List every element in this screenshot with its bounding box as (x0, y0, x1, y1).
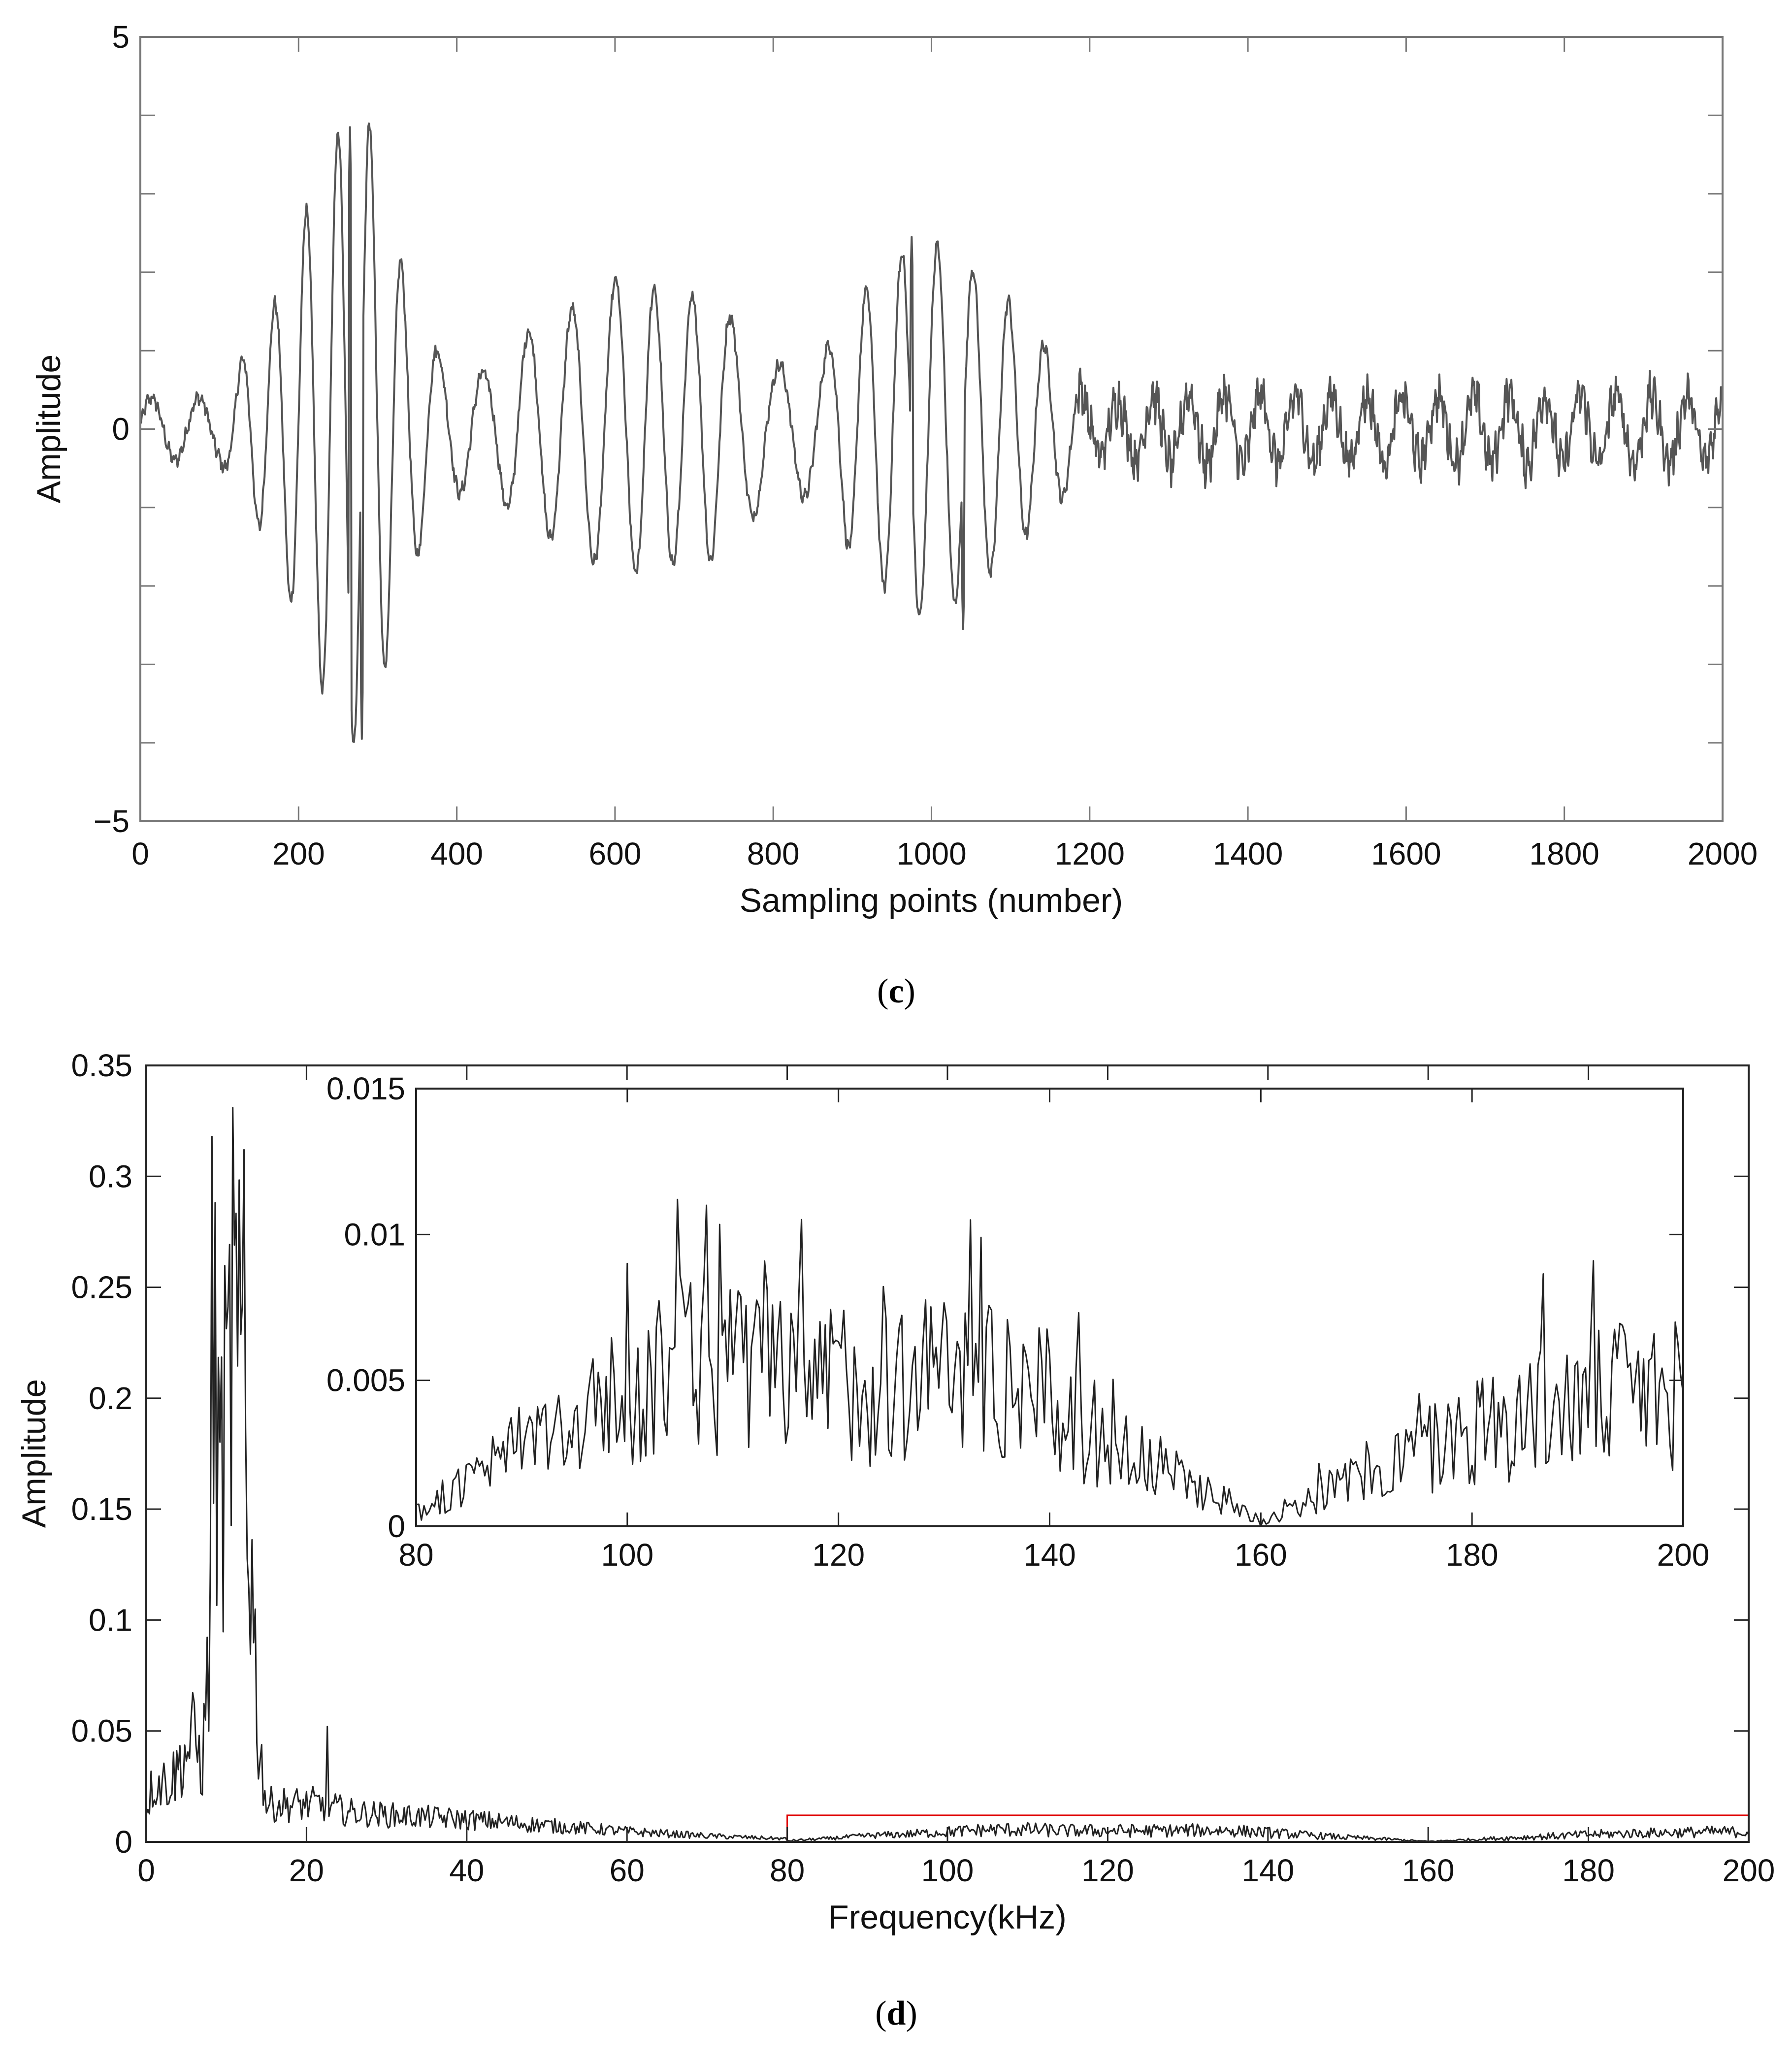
inset-spectrum-line (416, 1198, 1684, 1527)
panel-c-y-tick-label: 0 (112, 412, 130, 447)
panel-c-x-tick-label: 600 (589, 836, 642, 871)
panel-c-x-tick-label: 2000 (1688, 836, 1758, 871)
panel-d-y-tick-label: 0.05 (71, 1713, 132, 1749)
panel-d-inset-series (416, 1198, 1684, 1527)
panel-d-y-tick-label: 0.35 (71, 1048, 132, 1083)
panel-d-caption: (d) (875, 1995, 917, 2032)
panel-d-x-tick-label: 100 (921, 1853, 974, 1888)
panel-c-x-axis-label: Sampling points (number) (740, 882, 1123, 919)
inset-x-tick-label: 80 (398, 1537, 433, 1573)
panel-c-time-signal: 0 200 400 600 800 1000 1200 1400 1600 1800 2000−50… (30, 19, 1758, 1010)
panel-d-y-tick-label: 0.1 (89, 1602, 132, 1638)
panel-d-x-tick-label: 80 (770, 1853, 805, 1888)
panel-d-y-tick-label: 0.2 (89, 1381, 132, 1416)
panel-d-x-tick-label: 60 (610, 1853, 645, 1888)
panel-d-y-tick-label: 0 (115, 1824, 132, 1860)
panel-d-x-tick-label: 140 (1241, 1853, 1294, 1888)
panel-c-x-tick-label: 0 (131, 836, 149, 871)
panel-d-inset-tick-labels: 80 100 120 140 160 180 200 0 0.005 0.01 0.015 (326, 1071, 1710, 1573)
panel-c-x-tick-label: 1800 (1530, 836, 1599, 871)
inset-y-tick-label: 0.015 (326, 1071, 405, 1106)
panel-c-ticks (139, 36, 1724, 822)
panel-c-y-tick-label: 5 (112, 19, 130, 55)
panel-d-x-tick-label: 160 (1402, 1853, 1455, 1888)
panel-c-x-tick-label: 1000 (896, 836, 966, 871)
panel-d-y-tick-label: 0.15 (71, 1491, 132, 1527)
panel-d-y-tick-label: 0.25 (71, 1270, 132, 1305)
panel-d-spectrum: 0 20 40 60 80 100 120 140 160 180 200 0 0.05 0.1 0.15 0… (15, 1048, 1775, 2032)
inset-x-tick-label: 160 (1235, 1537, 1287, 1573)
panel-d-x-tick-label: 20 (289, 1853, 324, 1888)
panel-d-tick-labels: 0 20 40 60 80 100 120 140 160 180 200 0 0.05 0.1 0.15 0… (71, 1048, 1775, 1888)
inset-y-tick-label: 0.005 (326, 1363, 405, 1398)
inset-y-tick-label: 0.01 (344, 1217, 405, 1252)
panel-c-x-tick-label: 1600 (1371, 836, 1441, 871)
panel-d-x-tick-label: 200 (1723, 1853, 1775, 1888)
inset-x-tick-label: 200 (1657, 1537, 1710, 1573)
panel-d-inset-background (416, 1089, 1683, 1526)
panel-c-x-tick-label: 400 (430, 836, 483, 871)
panel-c-x-tick-label: 800 (747, 836, 800, 871)
inset-y-tick-label: 0 (388, 1509, 405, 1544)
inset-x-tick-label: 120 (812, 1537, 865, 1573)
panel-c-y-axis-label: Amplitude (30, 354, 67, 503)
panel-c-x-tick-label: 1200 (1055, 836, 1125, 871)
panel-d-x-tick-label: 0 (137, 1853, 155, 1888)
panel-d-y-tick-label: 0.3 (89, 1159, 132, 1194)
panel-c-x-tick-label: 1400 (1213, 836, 1283, 871)
panel-d-ticks (145, 1064, 1750, 1843)
panel-d-inset-ticks (415, 1088, 1684, 1527)
panel-c-caption: (c) (877, 972, 915, 1010)
inset-x-tick-label: 100 (601, 1537, 653, 1573)
inset-x-tick-label: 180 (1446, 1537, 1499, 1573)
panel-d-x-tick-label: 120 (1081, 1853, 1134, 1888)
panel-c-signal-line (139, 122, 1724, 743)
panel-c-tick-labels: 0 200 400 600 800 1000 1200 1400 1600 1800 2000−50… (94, 19, 1758, 871)
panel-d-inset: 80 100 120 140 160 180 200 0 0.005 0.01 0.015 (326, 1071, 1710, 1573)
panel-c-x-tick-label: 200 (272, 836, 325, 871)
panel-d-x-tick-label: 180 (1562, 1853, 1615, 1888)
panel-d-y-axis-label: Amplitude (15, 1379, 53, 1528)
panel-c-series (139, 122, 1724, 743)
inset-x-tick-label: 140 (1023, 1537, 1076, 1573)
panel-d-x-axis-label: Frequency(kHz) (828, 1899, 1067, 1936)
panel-c-y-tick-label: −5 (94, 804, 130, 839)
panel-d-x-tick-label: 40 (449, 1853, 484, 1888)
